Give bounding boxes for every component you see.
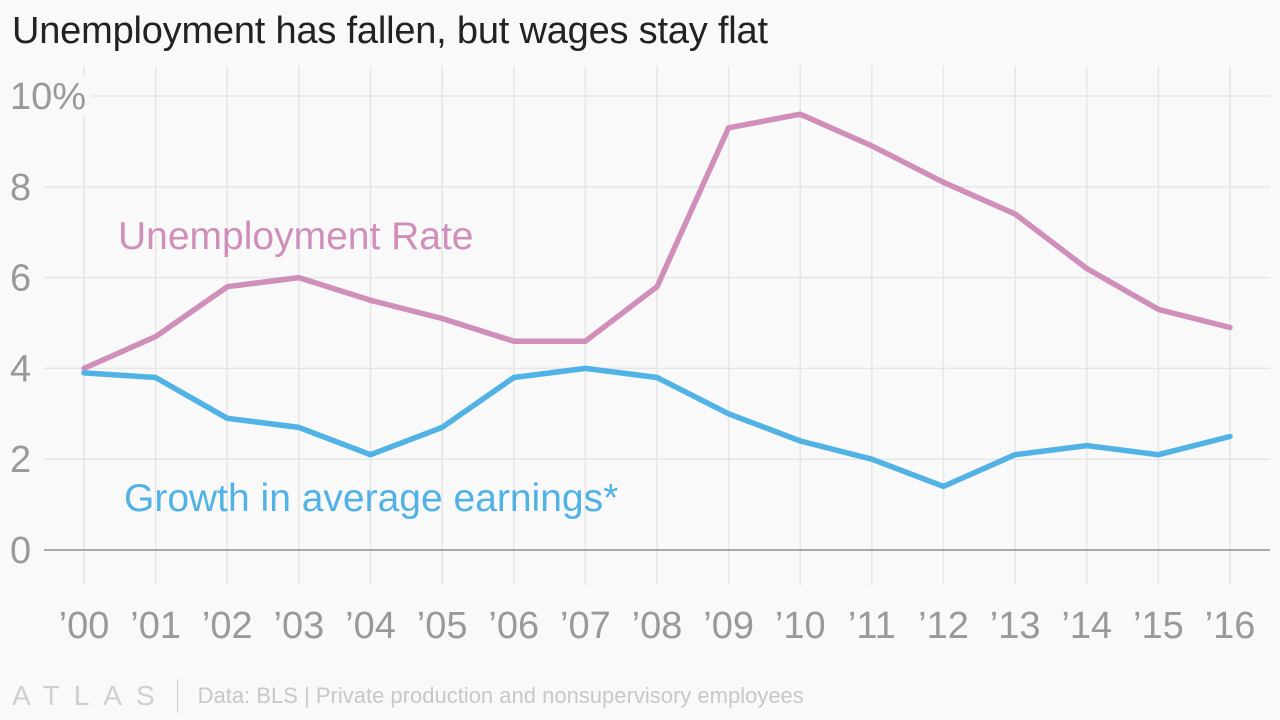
series-label-layer: Unemployment Rate Growth in average earni…	[118, 215, 618, 520]
data-point	[155, 336, 157, 338]
data-point	[871, 458, 873, 460]
x-tick-label: ’15	[1133, 605, 1184, 647]
y-tick-label: 6	[10, 258, 31, 300]
data-point	[1157, 308, 1159, 310]
x-tick-label: ’01	[130, 605, 181, 647]
x-tick-label: ’13	[990, 605, 1041, 647]
data-point	[728, 127, 730, 129]
data-point	[298, 277, 300, 279]
x-tick-label: ’10	[775, 605, 826, 647]
y-tick-label: 10%	[10, 76, 86, 118]
data-point	[1086, 268, 1088, 270]
grid-layer	[44, 66, 1270, 585]
data-point	[441, 317, 443, 319]
chart-title: Unemployment has fallen, but wages stay …	[12, 10, 768, 52]
x-tick-label: ’11	[848, 605, 896, 647]
source-note: Data: BLS | Private production and nonsu…	[197, 683, 804, 708]
footer: ATLAS Data: BLS | Private production and…	[12, 676, 804, 716]
y-tick-label-bg	[6, 76, 93, 116]
data-point	[656, 286, 658, 288]
data-point	[226, 286, 228, 288]
data-point	[155, 376, 157, 378]
data-point	[1086, 445, 1088, 447]
x-tick-label: ’06	[488, 605, 539, 647]
data-point	[943, 485, 944, 487]
data-point	[871, 145, 873, 147]
unemployment-rate-label: Unemployment Rate	[118, 215, 474, 258]
y-tick-label-bg	[6, 257, 38, 298]
y-tick-label-bg	[6, 530, 38, 570]
data-point	[83, 367, 85, 369]
x-tick-label: ’04	[345, 605, 396, 647]
series-layer	[81, 111, 1233, 490]
data-point	[370, 454, 371, 456]
data-point	[370, 299, 371, 301]
x-tick-label: ’03	[274, 605, 325, 647]
data-point	[584, 367, 586, 369]
data-point	[656, 376, 658, 378]
footer-divider	[176, 679, 178, 713]
data-point	[226, 417, 228, 419]
y-tick-label-bg	[6, 439, 38, 480]
x-tick-label: ’05	[417, 605, 468, 647]
y-tick-label: 8	[10, 167, 31, 209]
x-tick-label: ’14	[1061, 605, 1112, 647]
y-tick-label: 2	[10, 439, 31, 481]
earnings-growth-label: Growth in average earnings*	[124, 477, 618, 520]
data-point	[1229, 436, 1231, 437]
data-point	[1014, 213, 1016, 215]
y-tick-label: 0	[10, 530, 31, 572]
x-tick-label: ’08	[632, 605, 683, 647]
data-point	[513, 340, 515, 342]
data-point	[1157, 454, 1159, 456]
data-point	[513, 376, 515, 378]
x-tick-label: ’02	[202, 605, 253, 647]
axis-layer: 0 2 4 6 8 10% ’00 ’01 ’02 ’03 ’04 ’05 ’06 ’07 ’08 ’09 ’1…	[6, 76, 1270, 647]
data-point	[799, 440, 801, 442]
data-point	[441, 426, 443, 428]
data-point	[298, 426, 300, 428]
y-tick-label-bg	[6, 166, 38, 207]
x-tick-label: ’07	[560, 605, 611, 647]
data-point	[1014, 454, 1016, 456]
data-point	[1229, 327, 1231, 329]
data-point	[943, 181, 944, 183]
x-tick-label: ’00	[59, 605, 110, 647]
data-point	[799, 113, 801, 115]
data-point	[83, 372, 85, 374]
x-tick-label: ’16	[1205, 605, 1256, 647]
data-point	[584, 340, 586, 342]
data-point	[728, 413, 730, 415]
y-tick-label: 4	[10, 348, 31, 390]
atlas-logo: ATLAS	[12, 680, 169, 711]
y-tick-label-bg	[6, 348, 38, 389]
x-tick-label: ’09	[703, 605, 754, 647]
x-tick-label: ’12	[918, 605, 969, 647]
